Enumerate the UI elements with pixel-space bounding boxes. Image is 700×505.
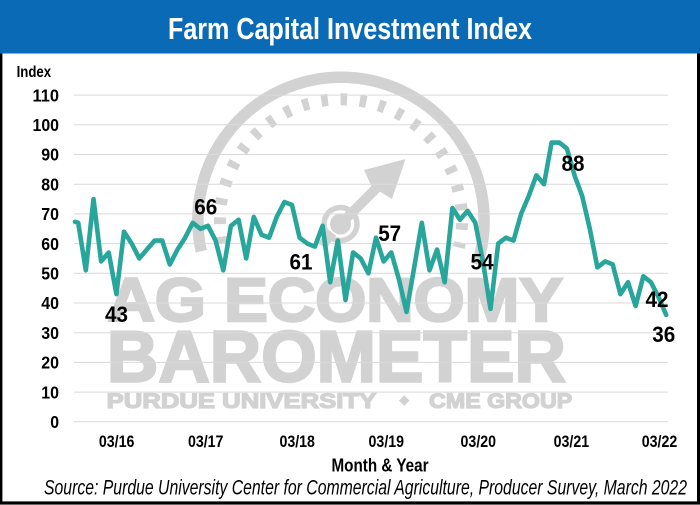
svg-text:60: 60: [41, 234, 59, 254]
svg-text:110: 110: [33, 85, 60, 105]
svg-text:CME GROUP: CME GROUP: [429, 390, 572, 413]
svg-text:88: 88: [562, 151, 585, 176]
svg-text:36: 36: [652, 322, 675, 347]
svg-text:30: 30: [41, 323, 59, 343]
svg-text:10: 10: [41, 382, 59, 402]
svg-text:BAROMETER: BAROMETER: [107, 318, 566, 398]
svg-text:66: 66: [194, 195, 217, 220]
svg-text:70: 70: [41, 204, 59, 224]
svg-text:03/22: 03/22: [642, 432, 678, 451]
svg-text:Source: Purdue University Cent: Source: Purdue University Center for Com…: [44, 477, 687, 500]
svg-text:03/20: 03/20: [461, 432, 497, 451]
svg-text:80: 80: [41, 174, 59, 194]
svg-text:100: 100: [33, 115, 60, 135]
svg-text:03/17: 03/17: [188, 432, 224, 451]
svg-text:42: 42: [646, 287, 669, 312]
svg-text:03/19: 03/19: [369, 432, 405, 451]
svg-text:03/21: 03/21: [554, 432, 590, 451]
svg-text:Index: Index: [17, 64, 52, 81]
svg-text:50: 50: [41, 264, 59, 284]
svg-text:03/16: 03/16: [99, 432, 135, 451]
svg-text:Farm Capital Investment Index: Farm Capital Investment Index: [168, 12, 532, 46]
svg-text:43: 43: [105, 302, 128, 327]
svg-text:PURDUE UNIVERSITY: PURDUE UNIVERSITY: [107, 390, 377, 413]
svg-text:40: 40: [41, 293, 59, 313]
svg-text:54: 54: [471, 250, 495, 275]
svg-text:57: 57: [378, 221, 401, 246]
svg-text:61: 61: [290, 250, 313, 275]
svg-text:0: 0: [50, 412, 59, 432]
svg-text:90: 90: [41, 145, 59, 165]
svg-text:03/18: 03/18: [279, 432, 315, 451]
svg-text:20: 20: [41, 353, 59, 373]
svg-text:Month & Year: Month & Year: [332, 456, 429, 476]
